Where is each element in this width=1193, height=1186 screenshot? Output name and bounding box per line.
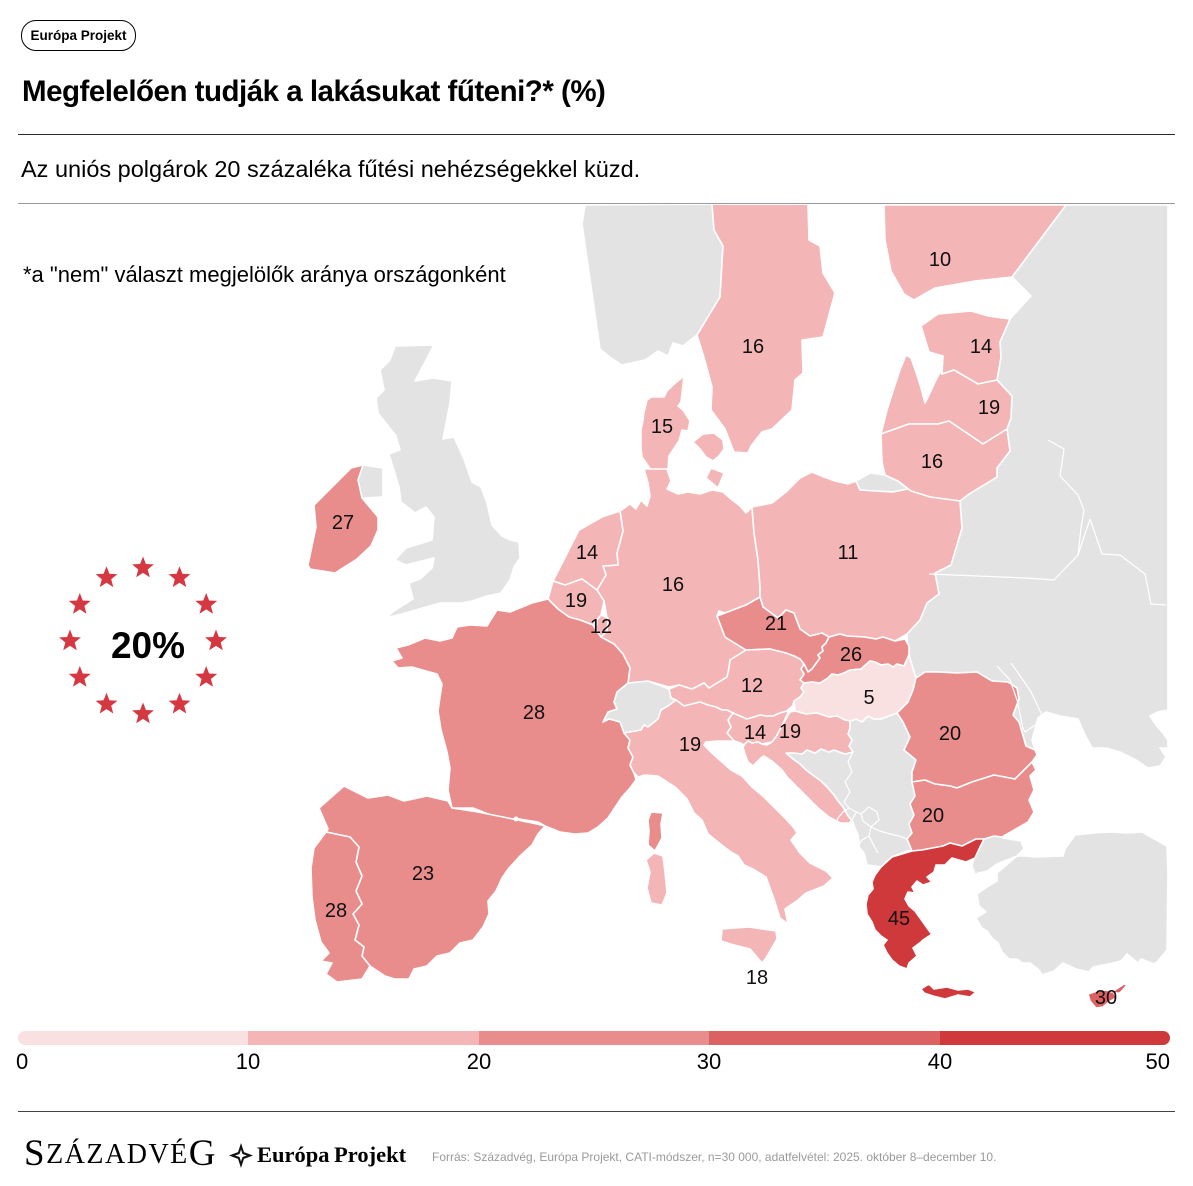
svg-text:28: 28 [325,900,347,922]
svg-text:11: 11 [838,542,859,564]
svg-text:30: 30 [1095,987,1117,1009]
svg-text:18: 18 [746,967,768,989]
svg-text:12: 12 [741,675,763,697]
svg-text:19: 19 [679,734,701,756]
svg-text:20: 20 [922,805,944,827]
svg-text:28: 28 [523,702,545,724]
svg-text:14: 14 [576,542,598,564]
svg-text:5: 5 [863,687,874,709]
svg-text:14: 14 [970,336,992,358]
svg-text:16: 16 [742,336,764,358]
svg-text:14: 14 [744,722,766,744]
svg-text:19: 19 [565,590,587,612]
svg-text:16: 16 [921,451,943,473]
svg-text:21: 21 [765,613,787,635]
svg-text:10: 10 [929,249,951,271]
svg-text:19: 19 [779,721,801,743]
svg-text:26: 26 [840,644,862,666]
svg-text:45: 45 [888,908,910,930]
svg-text:19: 19 [978,397,1000,419]
svg-text:20%: 20% [111,625,185,666]
svg-text:15: 15 [651,416,673,438]
svg-text:23: 23 [412,863,434,885]
svg-text:16: 16 [662,574,684,596]
svg-text:20: 20 [939,723,961,745]
svg-text:12: 12 [590,616,612,638]
svg-text:27: 27 [332,512,354,534]
